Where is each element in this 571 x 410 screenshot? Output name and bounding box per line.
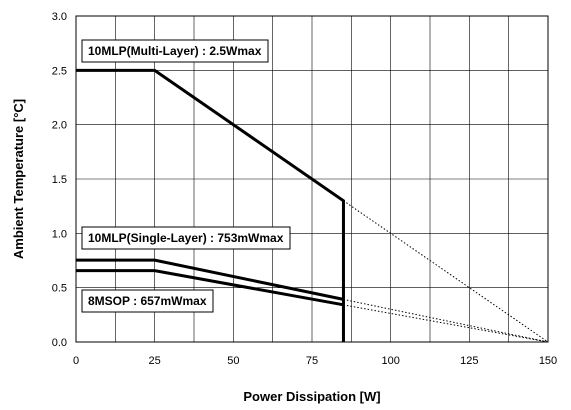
plot-frame [75,15,549,343]
x-tick-labels: 0 25 50 75 100 125 150 [73,355,557,367]
annotation-box [81,226,291,250]
x-tick-label: 25 [149,355,161,367]
annotation-box [81,289,214,313]
series-line [76,269,344,307]
series-extension-line [343,200,549,343]
x-tick-label: 0 [73,355,79,367]
annotations: 10MLP(Multi-Layer) : 2.5Wmax 10MLP(Single… [81,39,291,313]
x-tick-label: 125 [460,355,478,367]
y-tick-label: 2.5 [52,65,67,77]
series-line [76,258,344,301]
y-axis-title: Ambient Temperature [°C] [11,99,26,259]
annotation-label: 8MSOP : 657mWmax [88,294,207,308]
x-tick-label: 100 [381,355,399,367]
series-lines [76,68,345,342]
y-tick-label: 1.0 [52,228,67,240]
y-tick-labels: 0.0 0.5 1.0 1.5 2.0 2.5 3.0 [52,11,67,349]
annotation-label: 10MLP(Multi-Layer) : 2.5Wmax [88,44,262,58]
dotted-extensions [343,200,549,343]
annotation-label: 10MLP(Single-Layer) : 753mWmax [88,231,284,245]
y-tick-label: 0.0 [52,337,67,349]
x-axis-title: Power Dissipation [W] [243,389,380,404]
x-tick-label: 150 [539,355,557,367]
annotation-10mlp-multi-layer: 10MLP(Multi-Layer) : 2.5Wmax [81,39,269,63]
annotation-box [81,39,269,63]
x-tick-label: 50 [227,355,239,367]
annotation-10mlp-single-layer: 10MLP(Single-Layer) : 753mWmax [81,226,291,250]
x-tick-label: 75 [306,355,318,367]
y-tick-label: 3.0 [52,11,67,23]
y-tick-label: 2.0 [52,120,67,132]
annotation-8msop: 8MSOP : 657mWmax [81,289,214,313]
y-tick-label: 1.5 [52,174,67,186]
y-tick-label: 0.5 [52,283,67,295]
series-line [76,68,345,342]
